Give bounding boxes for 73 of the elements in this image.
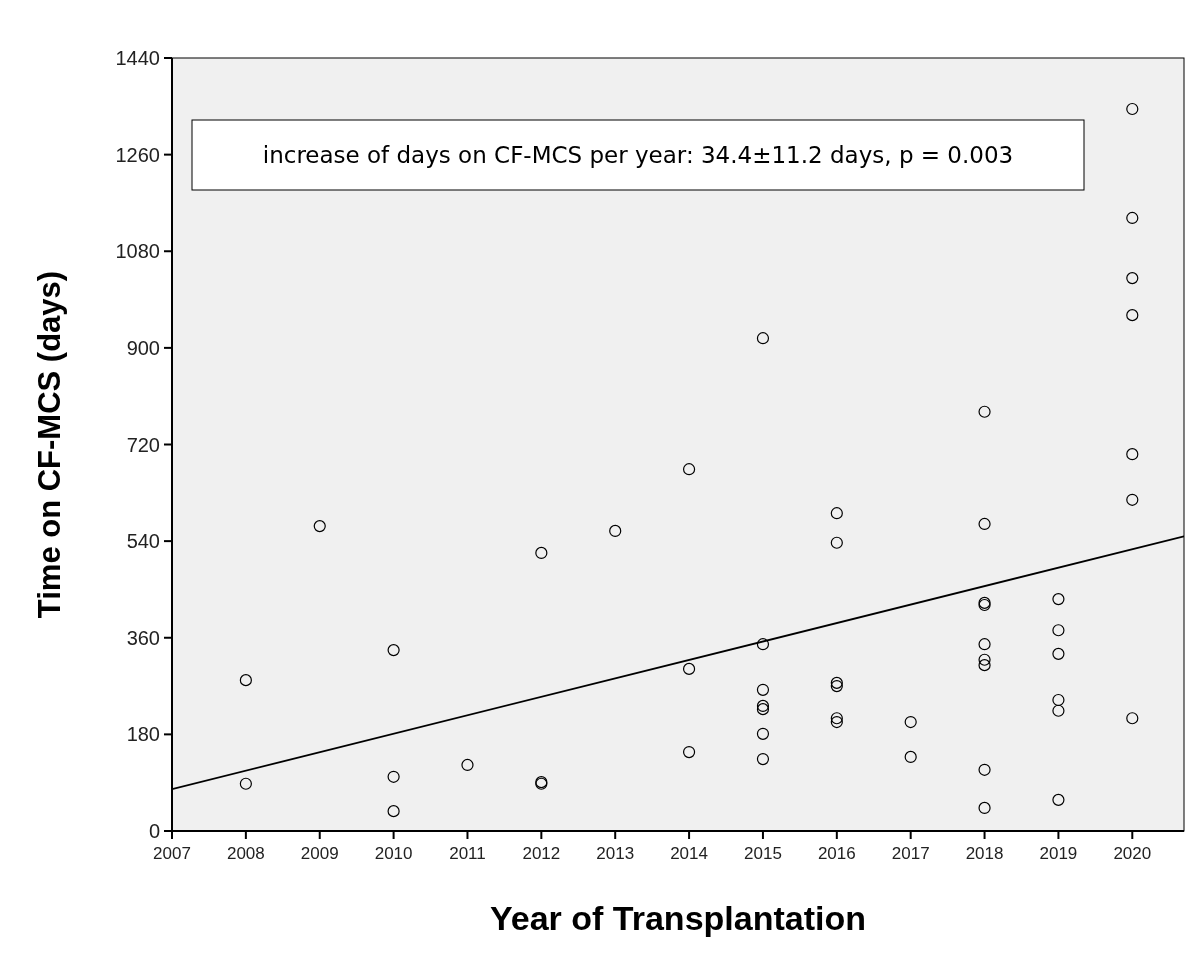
point [387,770,400,783]
point [1126,712,1139,725]
point [1052,693,1065,707]
point [756,727,770,740]
point [830,712,843,725]
point [756,752,770,766]
point [978,653,991,666]
point [756,683,770,696]
y-tick-label: 1440 [115,47,160,69]
x-tick-label: 2009 [300,844,339,863]
point [830,715,843,729]
y-tick-label: 900 [126,336,160,359]
point [978,659,991,672]
point [239,674,252,687]
annotation: increase of days on CF-MCS per year: 34.4±11.2 days, p = 0.003 [262,142,1014,169]
x-tick-label: 2010 [374,844,413,863]
point [978,638,991,651]
x-tick-label: 2011 [449,844,486,863]
point [1126,271,1139,285]
point [1052,704,1065,717]
point [830,536,843,549]
x-tick-label: 2017 [891,844,930,863]
point [1126,493,1139,506]
point [535,546,548,560]
point [1126,102,1139,116]
point [904,750,917,764]
point [1126,448,1139,461]
point [387,644,400,657]
x-tick-label: 2019 [1039,844,1078,863]
point [387,805,400,818]
point [1126,309,1139,322]
point [978,517,991,531]
point [461,758,474,772]
point [978,763,991,776]
x-tick-label: 2007 [153,844,191,863]
y-axis-title: Time on CF-MCS (days) [32,270,67,619]
point [756,703,770,716]
x-tick-label: 2015 [744,844,782,863]
x-tick-label: 2013 [596,844,635,863]
x-tick-label: 2016 [817,844,856,863]
point [1052,647,1065,660]
point [682,745,696,759]
point [830,679,843,693]
point [830,507,843,520]
point [904,715,917,729]
point [756,699,770,713]
y-tick-label: 360 [126,626,160,649]
y-tick-label: 1260 [115,143,160,166]
y-tick-label: 0 [148,820,160,842]
point [313,519,326,533]
point [609,524,622,538]
x-tick-label: 2012 [522,844,561,863]
point [682,463,696,476]
point [1052,624,1065,637]
point [1052,793,1065,806]
y-tick-label: 720 [126,433,160,456]
point [1126,211,1139,225]
x-tick-label: 2018 [965,844,1004,863]
point [978,405,991,418]
x-axis-title: Year of Transplantation [490,899,866,937]
x-tick-label: 2020 [1113,844,1152,863]
point [682,662,696,675]
point [978,801,991,815]
y-tick-label: 1080 [115,240,160,263]
y-tick-label: 540 [126,530,160,553]
point [756,332,770,345]
y-tick-label: 180 [126,723,160,746]
point [239,777,252,790]
point [1052,593,1065,606]
point [756,638,770,651]
x-tick-label: 2014 [670,844,708,863]
x-tick-label: 2008 [226,844,265,863]
point [830,676,843,689]
